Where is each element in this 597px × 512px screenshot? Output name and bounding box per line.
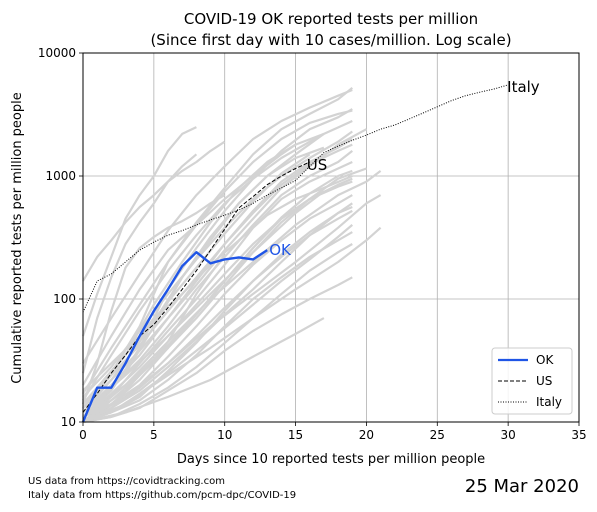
- x-tick-label: 10: [217, 428, 232, 442]
- y-tick-label: 10: [61, 415, 76, 429]
- x-tick-label: 35: [571, 428, 586, 442]
- x-tick-label: 15: [288, 428, 303, 442]
- legend-entry-us: US: [536, 374, 552, 388]
- series-line-us: [82, 161, 310, 413]
- x-axis-label: Days since 10 reported tests per million…: [177, 452, 485, 467]
- background-series-line: [82, 209, 353, 423]
- plot-frame: [82, 52, 580, 423]
- background-series-line: [81, 126, 197, 337]
- x-tick-label: 0: [79, 428, 87, 442]
- background-series-line: [81, 194, 226, 405]
- background-series-line: [82, 169, 353, 418]
- background-series-line: [82, 150, 353, 414]
- chart: COVID-19 OK reported tests per million (…: [10, 10, 587, 467]
- series-label-italy: Italy: [507, 78, 540, 96]
- legend-entry-ok: OK: [536, 353, 554, 367]
- background-series-line: [82, 194, 353, 423]
- background-series-line: [82, 153, 311, 405]
- background-series-line: [82, 170, 382, 418]
- highlighted-series: [81, 84, 509, 423]
- background-series-line: [82, 109, 353, 395]
- footnote-us-source: US data from https://covidtracking.com: [28, 476, 225, 487]
- background-series-line: [81, 153, 198, 374]
- axis-ticks: 0 5 10 15 20 25 30 35 10 100 1000 10000: [38, 46, 587, 442]
- x-tick-label: 5: [150, 428, 158, 442]
- background-series-line: [82, 317, 325, 424]
- y-tick-label: 10000: [38, 46, 76, 60]
- x-tick-label: 20: [359, 428, 374, 442]
- background-series-line: [82, 108, 353, 418]
- background-series-line: [82, 205, 353, 424]
- background-series-line: [82, 190, 325, 414]
- legend-box: [491, 347, 573, 415]
- background-series-line: [82, 167, 367, 418]
- y-tick-label: 1000: [45, 169, 76, 183]
- series-line-ok: [81, 249, 268, 423]
- x-tick-label: 25: [430, 428, 445, 442]
- chart-title-line-1: COVID-19 OK reported tests per million: [184, 10, 478, 28]
- background-series-line: [82, 140, 226, 282]
- x-tick-label: 30: [501, 428, 516, 442]
- chart-title-line-2: (Since first day with 10 cases/million. …: [150, 31, 511, 49]
- background-series-line: [82, 132, 325, 409]
- background-series: [81, 87, 382, 424]
- y-tick-label: 100: [53, 292, 76, 306]
- background-series-line: [82, 130, 353, 398]
- footnote-italy-source: Italy data from https://github.com/pcm-d…: [28, 490, 297, 501]
- legend-entry-italy: Italy: [536, 395, 562, 409]
- background-series-line: [82, 146, 325, 418]
- legend: OK US Italy: [491, 347, 573, 415]
- background-series-line: [82, 224, 354, 424]
- background-series-line: [82, 243, 353, 424]
- series-label-us: US: [307, 156, 328, 174]
- series-label-ok: OK: [269, 241, 292, 259]
- series-line-italy: [82, 84, 509, 313]
- date-stamp: 25 Mar 2020: [464, 476, 579, 497]
- y-axis-label: Cumulative reported tests per million pe…: [10, 92, 25, 384]
- background-series-line: [82, 132, 325, 401]
- background-series-line: [82, 88, 353, 364]
